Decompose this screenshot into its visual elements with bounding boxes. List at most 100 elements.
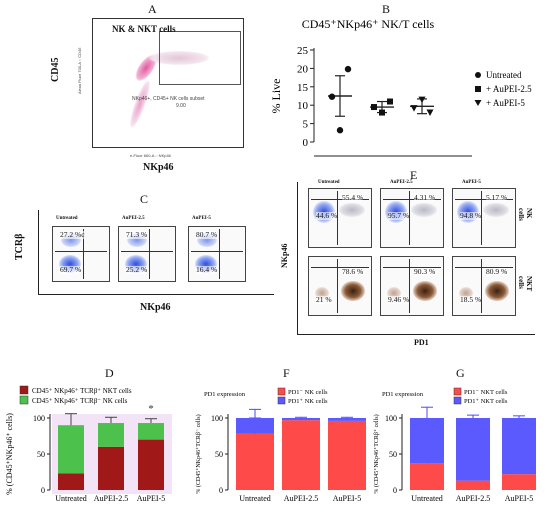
a-xlabel-small: e-Fluor 660-A :: NKp46 [130,153,171,158]
c-xlabel: NKp46 [140,302,171,313]
e-quadrant-v [481,259,482,313]
chart-g-legend-swatch [453,387,462,396]
e-cell-population-right [339,203,365,217]
e-quadrant-h [455,199,513,200]
chart-d-bar [98,423,124,447]
e-pct-right: 90.3 % [414,267,436,276]
e-quadrant-h [383,267,441,268]
chart-d-xtick-label: Untreated [55,494,87,503]
e-x-axis [297,334,535,335]
e-quadrant-h [311,199,369,200]
e-cell-population [413,281,437,301]
chart-g-bar [410,463,444,490]
chart-f-ytick-label: 0 [219,486,223,495]
chart-f-legend-label: PD1⁻ NK cells [288,389,328,396]
c-pct-bottom: 16.4 % [196,265,218,274]
chart-f-xtick-label: AuPEI-2.5 [284,494,318,503]
e-xlabel: PD1 [414,338,429,347]
chart-d-legend-swatch [19,385,29,395]
e-pct-left: 44.6 % [316,211,338,220]
chart-g-bar [410,418,444,464]
e-group-label: AuPEI-5 [462,180,481,185]
chart-d-xtick-label: AuPEI-2.5 [94,494,128,503]
nk-nkt-gate [159,31,241,85]
chart-b-ylabel: % Live [269,79,283,114]
e-pct-left: 18.5 % [460,295,482,304]
chart-d: 0 50 100 % (CD45⁺NKp46⁺ cells) Untreated AuPE… [5,385,172,503]
flow-plot-a [92,18,244,148]
chart-d-ytick-label: 50 [37,450,45,459]
chart-b-point [379,109,385,116]
e-pct-left: 9.46 % [388,295,410,304]
chart-b-point [336,127,344,134]
chart-g-xtick-label: AuPEI-5 [505,494,533,503]
e-cell-population-right [411,203,437,217]
chart-b-legend-label: + AuPEI-2.5 [486,84,532,94]
chart-g-ytick-label: 50 [389,450,397,459]
e-pct-right: 80.9 % [486,267,508,276]
chart-b: CD45⁺NKp46⁺ NK/T cells 0 5 10 15 20 25 % Live Un… [269,17,532,157]
chart-d-bar [98,446,124,490]
c-pct-top: 80.7 % [196,230,218,239]
chart-f-xtick-label: AuPEI-5 [333,494,361,503]
chart-b-ytick-label: 15 [297,82,309,94]
chart-d-bar [58,473,84,490]
chart-g-xtick-label: AuPEI-2.5 [456,494,490,503]
c-quadrant-h [55,251,107,252]
chart-b-legend-marker [475,86,481,92]
c-group-label: AuPEI-5 [192,216,211,221]
chart-d-ylabel: % (CD45⁺NKp46⁺ cells) [5,413,14,495]
chart-g-bar [456,480,490,490]
e-row-label-nkt: NKT cells [517,276,533,292]
chart-f-legend-swatch [277,387,286,396]
e-quadrant-v [337,191,338,245]
e-cell-population [341,281,365,301]
panel-letter-e: E [410,168,418,182]
chart-b-point [426,109,434,117]
e-quadrant-h [455,267,513,268]
chart-f-legend-label: PD1⁺ NK cells [288,398,328,405]
chart-g-legend-label: PD1⁻ NKT cells [464,389,508,396]
e-quadrant-v [337,259,338,313]
e-group-label: Untreated [318,180,340,185]
e-flow-plot [308,256,372,316]
e-ylabel: NKp46 [280,243,289,268]
chart-d-legend-label: CD45⁺ NKp46⁺ TCRβ⁺ NKT cells [32,387,132,395]
chart-g: 0 50 100 % (CD45⁺NKp46⁺TCRβ⁺ cells) Untreate… [373,387,544,503]
panel-letter-d: D [105,366,114,380]
e-quadrant-v [409,191,410,245]
c-quadrant-v [83,229,84,279]
chart-b-ytick-label: 5 [303,119,309,131]
chart-d-xtick-label: AuPEI-5 [137,494,165,503]
subset-label: NKp46+, CD45+ NK cells subset [132,96,205,102]
chart-d-legend-swatch [19,395,29,405]
c-quadrant-v [219,229,220,279]
cell-population-a2 [126,78,154,130]
chart-d-ytick-label: 0 [41,486,45,495]
chart-d-legend-label: CD45⁺ NKp46⁺ TCRβ⁻ NK cells [32,397,128,405]
chart-g-bar [456,418,490,481]
e-flow-plot [452,256,516,316]
chart-d-bar [138,423,164,440]
chart-b-point [418,96,426,104]
e-quadrant-h [311,267,369,268]
c-quadrant-h [191,251,243,252]
chart-b-point [371,104,377,111]
panel-letter-b: B [382,2,391,16]
chart-f: 0 50 100 % (CD45⁺NKp46⁺TCRβ⁻ cells) Untreate… [195,387,366,503]
chart-f-bar [328,420,366,490]
chart-b-legend-marker [474,100,482,106]
chart-b-legend-label: Untreated [486,70,522,80]
chart-g-ytick-label: 0 [393,486,397,495]
chart-b-ytick-label: 0 [303,137,309,149]
chart-g-legend-swatch [453,396,462,405]
panel-letter-a: A [148,2,157,16]
e-row-label-nk: NK cells [517,208,533,221]
chart-b-ytick-label: 20 [297,63,309,75]
c-group-label: Untreated [56,216,78,221]
e-flow-plot [380,256,444,316]
chart-b-ytick-label: 10 [297,100,309,112]
e-pct-right: 78.6 % [342,267,364,276]
e-cell-population [485,281,509,301]
panel-letter-c: C [140,192,149,206]
